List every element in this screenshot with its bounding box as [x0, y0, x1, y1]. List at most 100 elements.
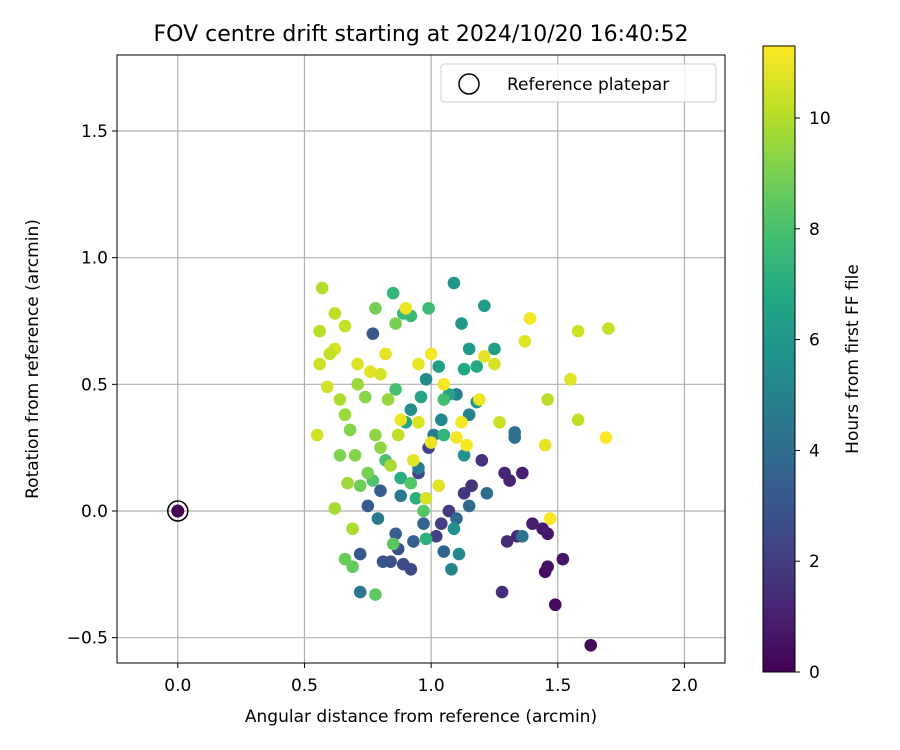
data-point [493, 416, 506, 429]
data-point [409, 492, 423, 505]
data-point [599, 431, 613, 444]
data-point [424, 347, 438, 361]
y-tick-label: 0.0 [81, 502, 108, 522]
data-point [386, 286, 400, 300]
colorbar-ticks: 0 2 4 6 8 10 [795, 109, 831, 683]
data-point [538, 438, 552, 452]
data-point [412, 416, 425, 429]
plot-frame [116, 54, 726, 664]
data-point [424, 436, 438, 449]
data-point [437, 378, 451, 391]
data-point [315, 281, 329, 295]
data-point [571, 324, 585, 338]
data-point [602, 322, 615, 335]
data-point [480, 486, 494, 500]
data-point [389, 527, 402, 541]
data-point [371, 512, 385, 525]
data-point [475, 454, 489, 467]
data-point [543, 512, 557, 525]
data-point [472, 393, 486, 406]
colorbar-tick-label: 10 [809, 109, 831, 129]
data-point [351, 378, 364, 391]
data-point [414, 390, 428, 404]
data-point [434, 413, 448, 427]
data-point [394, 471, 408, 485]
data-point [488, 357, 501, 371]
data-point [407, 454, 420, 467]
data-point [526, 517, 539, 530]
data-point [571, 413, 585, 427]
chart-title: FOV centre drift starting at 2024/10/20 … [154, 22, 689, 47]
data-point [437, 428, 451, 442]
data-point [541, 560, 554, 574]
data-point [369, 302, 382, 315]
data-point [447, 522, 461, 536]
data-point [434, 517, 448, 530]
scatter-points [310, 276, 615, 652]
data-point [462, 499, 476, 513]
data-point [353, 479, 367, 492]
data-point [394, 413, 408, 427]
data-point [374, 484, 387, 498]
data-point [417, 504, 430, 518]
data-point [508, 426, 522, 439]
data-point [450, 431, 463, 444]
data-point [310, 428, 324, 442]
data-point [445, 562, 458, 576]
data-point [455, 317, 468, 330]
data-point [518, 334, 532, 348]
data-point [389, 317, 402, 330]
colorbar-tick-label: 6 [809, 331, 820, 351]
data-point [419, 532, 433, 546]
colorbar-tick-label: 2 [809, 552, 820, 572]
data-point [429, 530, 443, 543]
y-tick-label: 0.5 [81, 375, 108, 395]
data-point [386, 537, 400, 551]
legend-entry-label: Reference platepar [507, 75, 669, 95]
data-point [488, 342, 501, 356]
data-point [379, 347, 392, 361]
data-point [323, 347, 337, 361]
data-point [358, 390, 372, 404]
data-point [348, 448, 362, 462]
data-point [396, 557, 410, 571]
x-axis-ticks: 0.0 0.5 1.0 1.5 2.0 [164, 663, 698, 696]
legend-reference-marker [458, 73, 480, 95]
data-point [338, 408, 352, 422]
data-point [381, 393, 395, 406]
data-point [447, 276, 461, 290]
data-point [564, 372, 577, 386]
y-tick-label: 1.5 [81, 122, 108, 142]
data-point [495, 585, 509, 599]
data-point [437, 545, 451, 558]
data-point [374, 441, 387, 454]
data-point [333, 448, 347, 462]
data-point [369, 588, 382, 601]
data-point [351, 357, 364, 371]
data-point [374, 367, 387, 381]
data-point [399, 302, 413, 315]
x-tick-label: 0.5 [291, 676, 318, 696]
data-point [369, 428, 382, 442]
x-tick-label: 1.5 [544, 676, 571, 696]
data-point [338, 552, 352, 566]
data-point [419, 372, 433, 386]
colorbar-tick-label: 4 [809, 441, 820, 461]
data-point [353, 547, 367, 561]
data-point [361, 466, 375, 480]
data-point [556, 552, 570, 566]
y-axis-ticks: −0.5 0.0 0.5 1.0 1.5 [67, 122, 117, 649]
x-tick-label: 1.0 [418, 676, 445, 696]
data-point [500, 535, 514, 548]
data-point [432, 360, 446, 373]
data-point [541, 393, 554, 406]
x-axis-label: Angular distance from reference (arcmin) [245, 707, 597, 727]
data-point [313, 357, 326, 371]
reference-point [171, 504, 185, 518]
data-point [516, 530, 529, 543]
data-point [516, 466, 529, 480]
x-tick-label: 0.0 [164, 676, 191, 696]
data-point [346, 522, 359, 536]
data-point [417, 517, 430, 530]
